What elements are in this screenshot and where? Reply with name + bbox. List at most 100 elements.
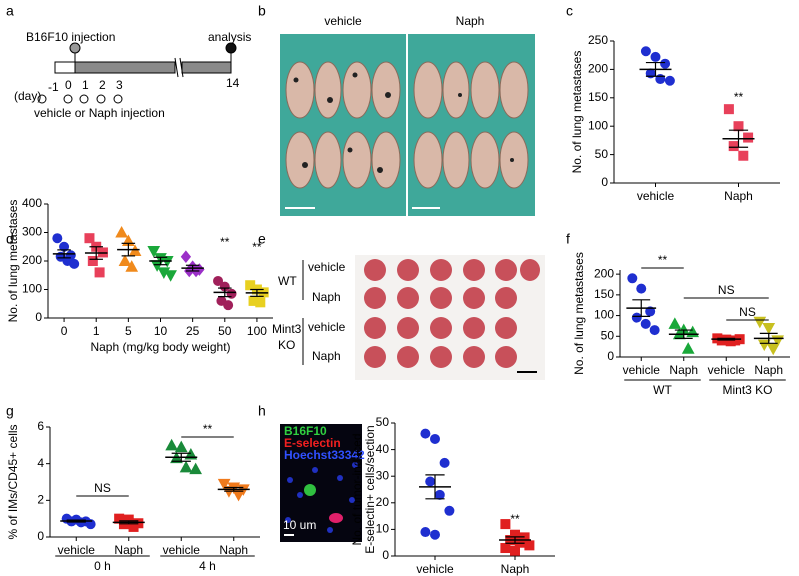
annotation: NS [739,305,756,319]
point [164,270,177,282]
panel-letter: a [6,3,14,19]
y-tick-label: 50 [601,328,615,342]
x-tick-label: Naph [669,363,698,377]
micrograph: B16F10 E-selectin Hoechst33342 10 um [280,424,365,542]
y-tick-label: 6 [37,419,44,433]
y-tick-label: 0 [607,349,614,363]
injection-markers [37,94,123,104]
genotype: Mint3 [272,322,302,336]
row-label: Naph [312,290,341,304]
error-bar [250,288,264,297]
panel-letters: a b c d e f g h [6,3,573,419]
point [686,325,700,338]
annotation: NS [718,283,735,297]
photo-b: vehicle Naph [280,14,535,216]
y-tick-label: 0 [382,548,389,562]
point [174,440,188,453]
bar [74,61,176,74]
point [189,462,202,475]
point [420,527,431,538]
marker [79,94,89,104]
point [439,457,450,468]
channel-label: B16F10 [284,424,327,438]
photo-e: WT Mint3 KO vehicle Naph vehicle Naph [272,255,545,380]
bar [181,61,232,74]
day: 14 [226,76,240,90]
x-tick-label: 5 [125,324,132,338]
point [627,273,638,284]
x-tick-label: vehicle [623,363,661,377]
x-tick-label: vehicle [637,189,675,203]
point [733,121,744,132]
y-tick-label: 100 [588,118,608,132]
error-bar [119,520,139,525]
point [757,339,771,352]
error-bar [728,129,749,148]
point [213,275,224,286]
point [147,246,161,258]
point [425,476,436,487]
day: 1 [82,78,89,92]
timeline-label: analysis [208,30,251,44]
scale-label: 10 um [283,518,316,532]
error-bar [717,337,736,341]
y-tick-label: 50 [595,147,609,161]
marker [69,42,81,54]
day: 2 [99,78,106,92]
error-bar [425,474,445,500]
genotype: WT [278,274,297,288]
e-selectin [329,513,343,523]
error-bar [645,61,666,77]
lungs [285,61,529,189]
y-tick-label: 300 [22,225,42,239]
point [723,104,734,115]
row-label: Naph [312,349,341,363]
point [69,258,80,269]
point [500,519,511,530]
error-bar [505,536,525,544]
point [52,233,63,244]
point [165,438,178,451]
x-axis-label: Naph (mg/kg body weight) [90,340,230,354]
marker [96,94,106,104]
y-tick-label: 250 [588,33,608,47]
error-bar [153,256,168,266]
x-tick-label: Naph [724,189,753,203]
error-bar [218,287,232,298]
error-bar [185,264,200,272]
x-tick-label: Naph [501,562,530,576]
y-axis-label: No. of tumor-induced [350,433,364,545]
point [728,141,739,152]
group-label: Mint3 KO [722,383,772,397]
point [217,478,231,491]
y-tick-label: 40 [376,442,390,456]
break [174,57,179,78]
point [664,75,675,86]
point [128,244,142,257]
x-tick-label: 1 [93,324,100,338]
image [280,424,362,542]
group-label: 4 h [199,559,216,573]
y-tick-label: 0 [601,175,608,189]
x-tick-label: vehicle [58,543,96,557]
point [681,342,695,354]
error-bar [224,486,244,492]
point [232,489,245,502]
annotation: ** [252,240,262,254]
channel-label: E-selectin [284,436,341,450]
marker [63,94,73,104]
timeline-label: B16F10 injection [26,30,115,44]
photo [408,34,535,216]
point [753,316,767,329]
spots [293,72,514,173]
x-tick-label: vehicle [163,543,201,557]
point [738,150,749,161]
point [650,51,661,62]
day: 0 [65,78,72,92]
point [94,267,105,278]
x-tick-label: Naph [754,363,783,377]
x-tick-label: Naph [114,543,143,557]
marker [37,94,47,104]
photo [280,34,406,216]
point [85,519,96,530]
